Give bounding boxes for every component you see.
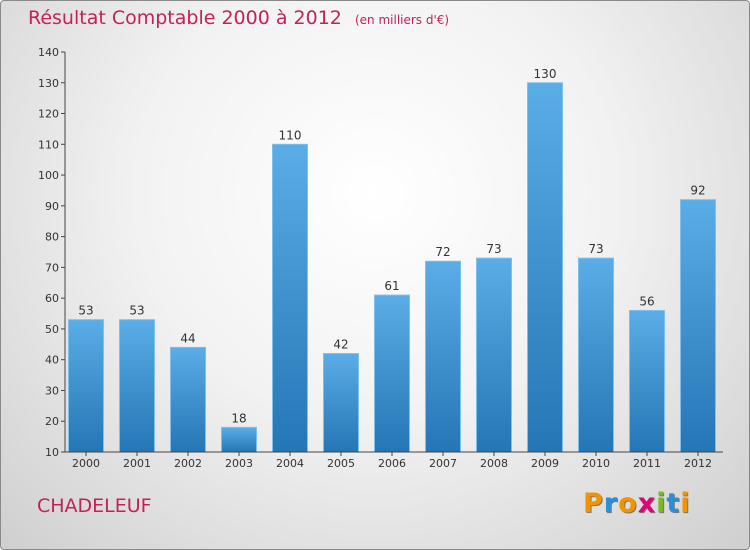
logo-letter: o <box>618 488 638 519</box>
axes-layer: 10 20 30 40 50 60 70 80 90 100 110 120 130 140 2000 200… <box>38 46 723 470</box>
x-tick-label-2003: 2003 <box>225 457 253 470</box>
x-tick-label-2012: 2012 <box>684 457 712 470</box>
y-tick-label: 80 <box>45 231 59 244</box>
value-label-2007: 72 <box>435 245 450 259</box>
y-tick-label: 20 <box>45 415 59 428</box>
logo-letter: r <box>603 488 619 519</box>
value-label-2008: 73 <box>486 242 501 256</box>
logo-letter: x <box>637 488 657 519</box>
value-label-2005: 42 <box>333 338 348 352</box>
bars-layer: 53 53 44 18 110 42 61 72 73 130 73 56 92 <box>68 67 716 453</box>
bar-2006[interactable] <box>374 294 410 453</box>
x-tick-label-2010: 2010 <box>582 457 610 470</box>
value-label-2002: 44 <box>180 331 195 345</box>
chart-unit: (en milliers d'€) <box>354 13 450 27</box>
bar-2010[interactable] <box>578 257 614 453</box>
value-label-2012: 92 <box>690 184 705 198</box>
value-label-2006: 61 <box>384 279 399 293</box>
x-tick-label-2006: 2006 <box>378 457 406 470</box>
value-label-2000: 53 <box>78 304 93 318</box>
x-tick-label-2005: 2005 <box>327 457 355 470</box>
value-label-2009: 130 <box>534 67 557 81</box>
y-tick-label: 100 <box>38 169 59 182</box>
bar-2003[interactable] <box>221 426 257 453</box>
bar-2005[interactable] <box>323 353 359 453</box>
logo-letter: t <box>666 488 681 519</box>
x-tick-label-2009: 2009 <box>531 457 559 470</box>
bar-2008[interactable] <box>476 257 512 453</box>
chart-title-row: Résultat Comptable 2000 à 2012 (en milli… <box>28 7 449 29</box>
y-tick-label: 10 <box>45 446 59 459</box>
y-tick-label: 120 <box>38 108 59 121</box>
x-tick-label-2004: 2004 <box>276 457 304 470</box>
bar-2001[interactable] <box>119 319 155 453</box>
bar-2004[interactable] <box>272 143 308 453</box>
y-tick-label: 60 <box>45 292 59 305</box>
x-tick-label-2011: 2011 <box>633 457 661 470</box>
x-tick-label-2002: 2002 <box>174 457 202 470</box>
bar-2007[interactable] <box>425 260 461 453</box>
y-tick-label: 50 <box>45 323 59 336</box>
value-label-2010: 73 <box>588 242 603 256</box>
value-label-2003: 18 <box>231 411 246 425</box>
y-tick-label: 90 <box>45 200 59 213</box>
y-tick-label: 40 <box>45 354 59 367</box>
y-tick-label: 130 <box>38 77 59 90</box>
proxiti-logo[interactable]: Proxiti <box>583 488 691 519</box>
y-tick-label: 30 <box>45 384 59 397</box>
bar-2000[interactable] <box>68 319 104 453</box>
bar-2011[interactable] <box>629 309 665 453</box>
x-tick-label-2000: 2000 <box>72 457 100 470</box>
x-tick-label-2008: 2008 <box>480 457 508 470</box>
bar-2009[interactable] <box>527 82 563 453</box>
x-tick-label-2001: 2001 <box>123 457 151 470</box>
bar-2002[interactable] <box>170 346 206 453</box>
y-tick-label: 140 <box>38 46 59 59</box>
chart-title: Résultat Comptable 2000 à 2012 <box>28 7 342 29</box>
value-label-2011: 56 <box>639 294 654 308</box>
y-tick-label: 70 <box>45 261 59 274</box>
logo-letter: P <box>583 488 604 519</box>
x-tick-label-2007: 2007 <box>429 457 457 470</box>
value-label-2001: 53 <box>129 304 144 318</box>
commune-name: CHADELEUF <box>37 495 152 517</box>
logo-letter: i <box>680 488 691 519</box>
y-tick-label: 110 <box>38 138 59 151</box>
value-label-2004: 110 <box>279 128 302 142</box>
bar-2012[interactable] <box>680 199 716 453</box>
logo-letter: i <box>656 488 667 519</box>
